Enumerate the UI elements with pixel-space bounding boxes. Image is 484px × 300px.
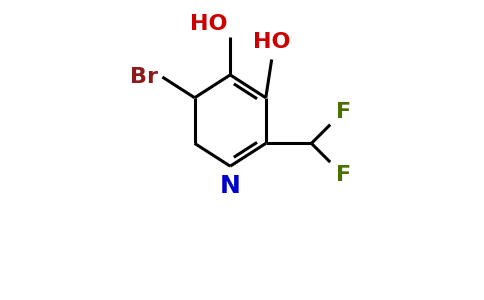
Text: N: N — [220, 174, 241, 198]
Text: HO: HO — [253, 32, 290, 52]
Text: F: F — [336, 165, 351, 185]
Text: HO: HO — [190, 14, 227, 34]
Text: F: F — [336, 102, 351, 122]
Text: Br: Br — [130, 67, 158, 87]
